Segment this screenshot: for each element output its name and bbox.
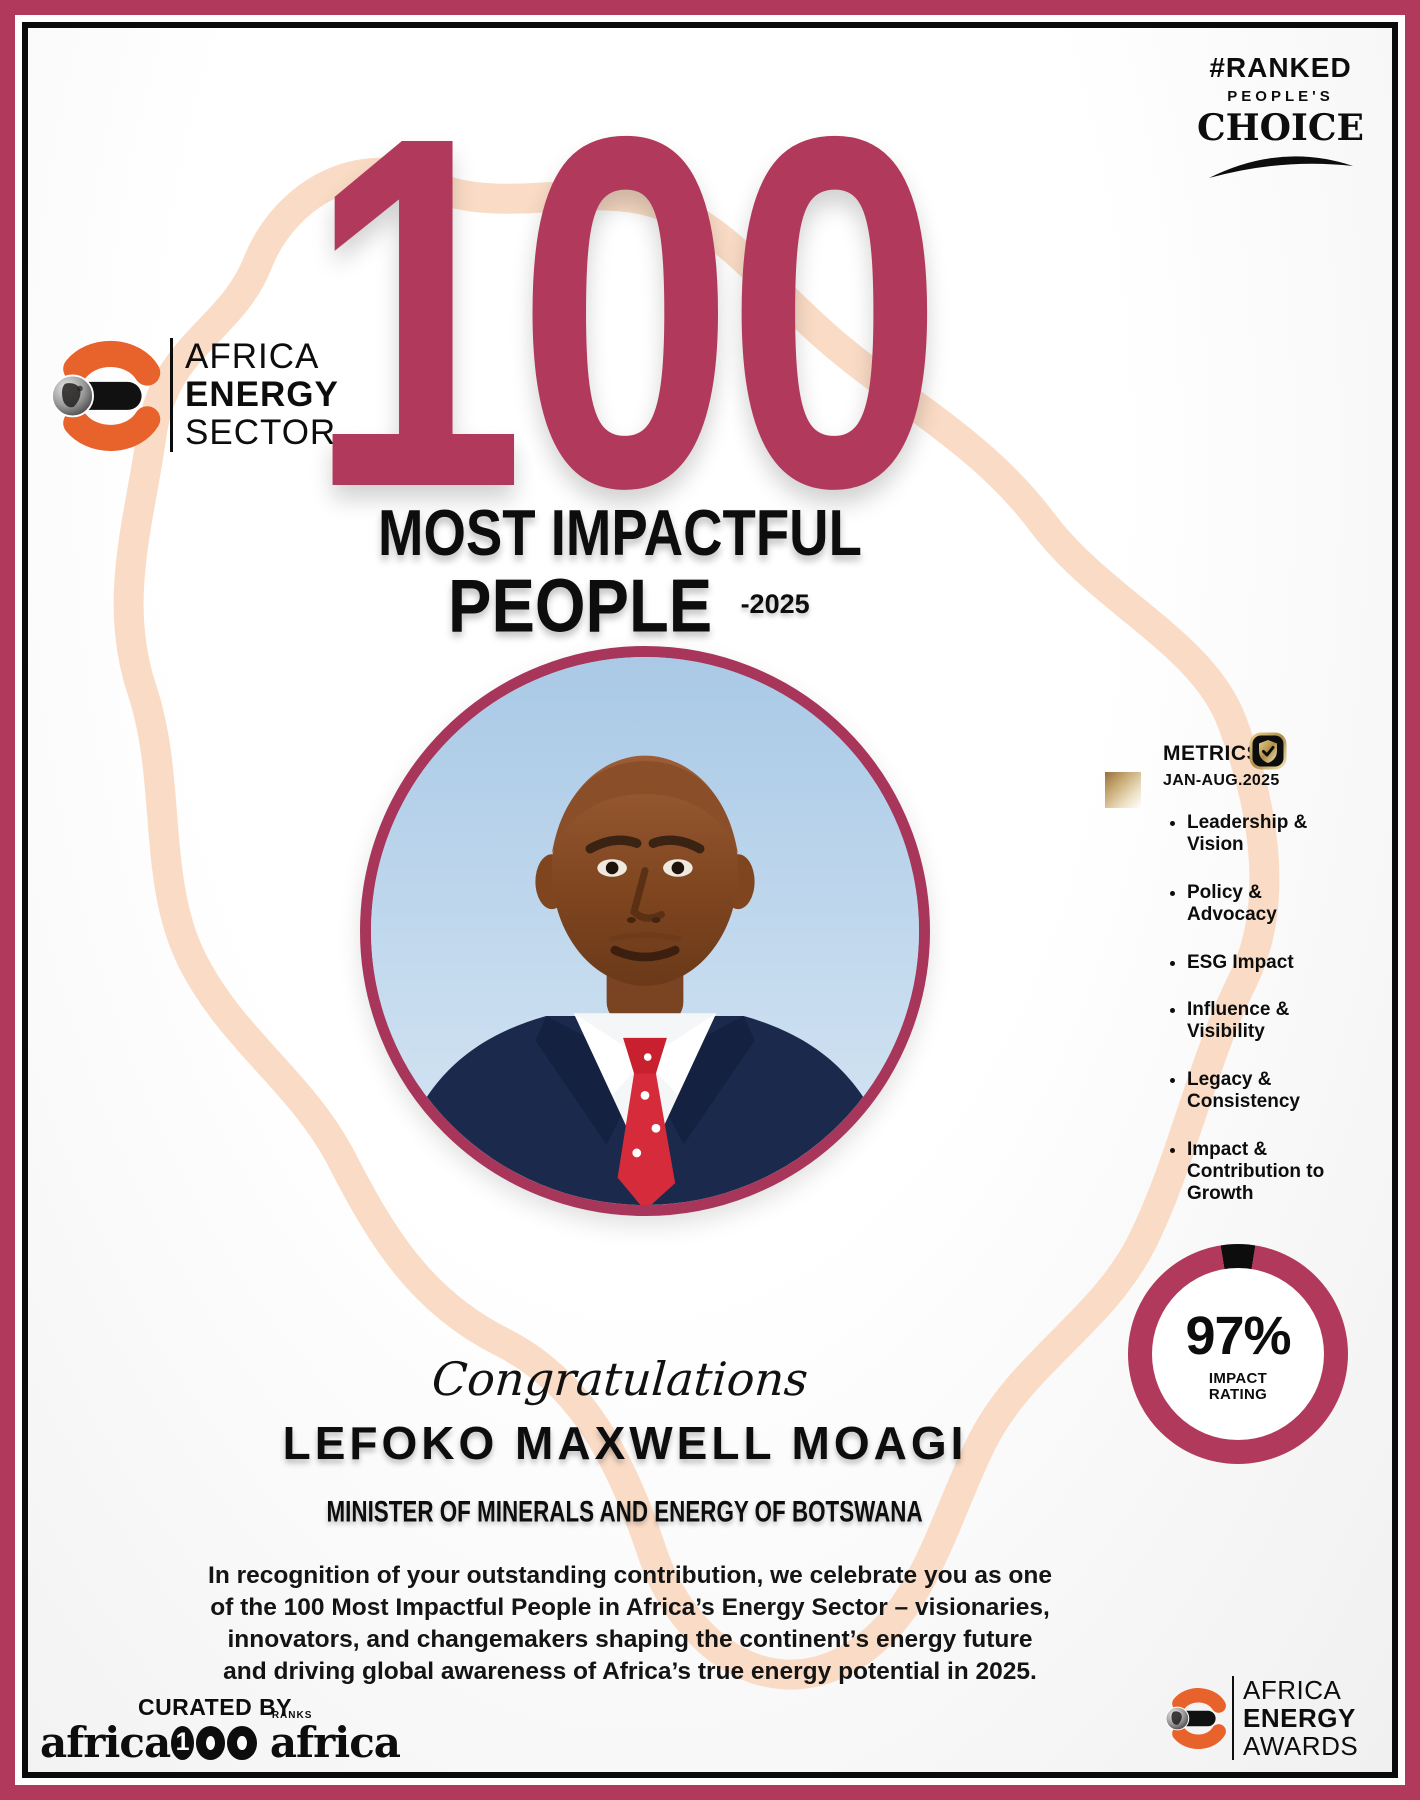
- curated-by-label: CURATED BY: [137, 1694, 293, 1720]
- ranks-label: RANKS: [271, 1710, 313, 1721]
- impact-label-line1: IMPACT: [1208, 1369, 1268, 1387]
- shield-check-badge-icon: [1249, 732, 1287, 775]
- metric-item: Leadership & Vision: [1187, 812, 1337, 857]
- headline-subtitle: MOST IMPACTFUL PEOPLE -2025: [270, 497, 970, 648]
- congratulations-script: Congratulations: [430, 1352, 810, 1406]
- digit-1-disc: 1: [171, 1725, 195, 1760]
- headline-most-impactful: MOST IMPACTFUL: [378, 497, 862, 570]
- recipient-role-text: MINISTER OF MINERALS AND ENERGY OF BOTSW…: [326, 1495, 924, 1528]
- sector-logo-words: AFRICA ENERGY SECTOR: [170, 338, 339, 452]
- recipient-name: LEFOKO MAXWELL MOAGI: [282, 1417, 968, 1469]
- africa-energy-sector-logo: AFRICA ENERGY SECTOR: [52, 336, 339, 454]
- ranked-peoples-choice-badge: #RANKED PEOPLE'S CHOICE: [1188, 52, 1373, 181]
- headline-year: -2025: [740, 589, 810, 619]
- peoples-line: PEOPLE'S: [1227, 88, 1334, 105]
- metrics-panel: METRICS JAN-AUG.2025: [1163, 732, 1393, 1231]
- swoosh-icon: [1208, 156, 1353, 178]
- metric-item: Impact & Contribution to Growth: [1187, 1139, 1337, 1206]
- awards-line-africa: AFRICA: [1243, 1675, 1342, 1705]
- africa-energy-awards-logo: AFRICA ENERGY AWARDS: [1166, 1676, 1358, 1760]
- energy-awards-logo-icon: [1166, 1688, 1226, 1749]
- curator-logos: africa 1 RANKS africa: [40, 1710, 401, 1767]
- africa-wordmark: africa: [269, 1718, 401, 1767]
- digit-0-ring: [227, 1725, 257, 1760]
- metrics-title: METRICS: [1163, 742, 1261, 765]
- impact-label-line2: RATING: [1208, 1386, 1268, 1403]
- awards-line-awards: AWARDS: [1243, 1731, 1359, 1761]
- metric-item: Legacy & Consistency: [1187, 1069, 1337, 1114]
- headline-number: 100: [308, 32, 943, 591]
- recipient-portrait: [360, 646, 930, 1216]
- logo-line-energy: ENERGY: [185, 375, 339, 414]
- awards-line-energy: ENERGY: [1243, 1703, 1356, 1733]
- impact-rating-ring: 97% IMPACT RATING: [1128, 1244, 1348, 1464]
- portrait-illustration: [371, 657, 919, 1205]
- impact-rating-inner: 97% IMPACT RATING: [1152, 1268, 1324, 1440]
- metrics-period: JAN-AUG.2025: [1163, 772, 1280, 789]
- gold-accent-square: [1105, 772, 1141, 808]
- recipient-role: MINISTER OF MINERALS AND ENERGY OF BOTSW…: [120, 1495, 1130, 1528]
- headline-people: PEOPLE: [448, 563, 713, 648]
- ranked-line: #RANKED: [1209, 52, 1352, 83]
- awards-logo-words: AFRICA ENERGY AWARDS: [1232, 1676, 1358, 1760]
- citation-paragraph: In recognition of your outstanding contr…: [208, 1562, 1052, 1685]
- impact-rating-value: 97%: [1185, 1305, 1291, 1366]
- metric-item: Influence & Visibility: [1187, 999, 1337, 1044]
- choice-line: CHOICE: [1197, 107, 1364, 149]
- metrics-list: Leadership & Vision Policy & Advocacy ES…: [1163, 812, 1393, 1206]
- logo-line-sector: SECTOR: [185, 413, 337, 452]
- logo-line-africa: AFRICA: [185, 337, 320, 376]
- metric-item: Policy & Advocacy: [1187, 882, 1337, 927]
- energy-logo-icon: [52, 340, 161, 451]
- digit-0-ring: [196, 1725, 226, 1760]
- impact-rating-label: IMPACT RATING: [1208, 1369, 1268, 1404]
- africa100-wordmark: africa: [40, 1718, 171, 1767]
- metric-item: ESG Impact: [1187, 952, 1337, 974]
- ranks-africa-wordmark: RANKS africa: [269, 1710, 401, 1767]
